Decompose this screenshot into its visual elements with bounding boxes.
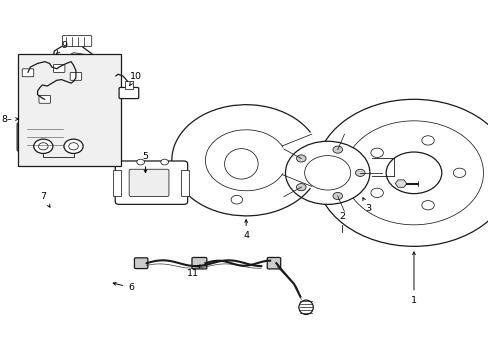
FancyBboxPatch shape [53,64,65,72]
Circle shape [161,159,168,165]
Circle shape [137,159,144,165]
Text: 6: 6 [113,283,134,292]
Bar [36,149,53,156]
FancyBboxPatch shape [70,72,81,80]
Text: 1: 1 [410,252,416,305]
Bar [19,54,121,166]
Text: 5: 5 [142,152,148,173]
FancyBboxPatch shape [62,36,92,46]
Circle shape [285,141,369,204]
FancyBboxPatch shape [62,101,92,111]
Ellipse shape [224,149,258,179]
Circle shape [304,156,350,190]
FancyBboxPatch shape [39,95,50,103]
Bar [181,170,188,196]
Text: 9: 9 [56,41,67,54]
Text: 10: 10 [129,72,142,86]
Ellipse shape [298,300,313,315]
Text: 3: 3 [362,198,371,213]
FancyBboxPatch shape [129,169,168,197]
Polygon shape [394,180,406,187]
FancyBboxPatch shape [22,69,34,77]
Circle shape [332,146,342,153]
Text: 11: 11 [187,265,200,278]
Circle shape [332,193,342,199]
FancyBboxPatch shape [115,161,187,204]
Text: 8–: 8– [1,114,12,123]
Polygon shape [61,53,97,87]
FancyBboxPatch shape [119,87,139,99]
Bar [125,81,132,89]
FancyBboxPatch shape [267,257,280,269]
Text: 7: 7 [40,192,50,207]
Circle shape [296,184,305,191]
FancyBboxPatch shape [17,123,72,151]
Polygon shape [51,44,107,101]
Circle shape [355,169,365,176]
Circle shape [64,139,83,153]
FancyBboxPatch shape [134,258,147,269]
Text: 4: 4 [243,220,249,240]
FancyBboxPatch shape [192,257,206,269]
Circle shape [34,139,53,153]
Text: 2: 2 [338,212,345,221]
Bar [24,128,65,146]
Bar [113,170,120,196]
Circle shape [296,155,305,162]
